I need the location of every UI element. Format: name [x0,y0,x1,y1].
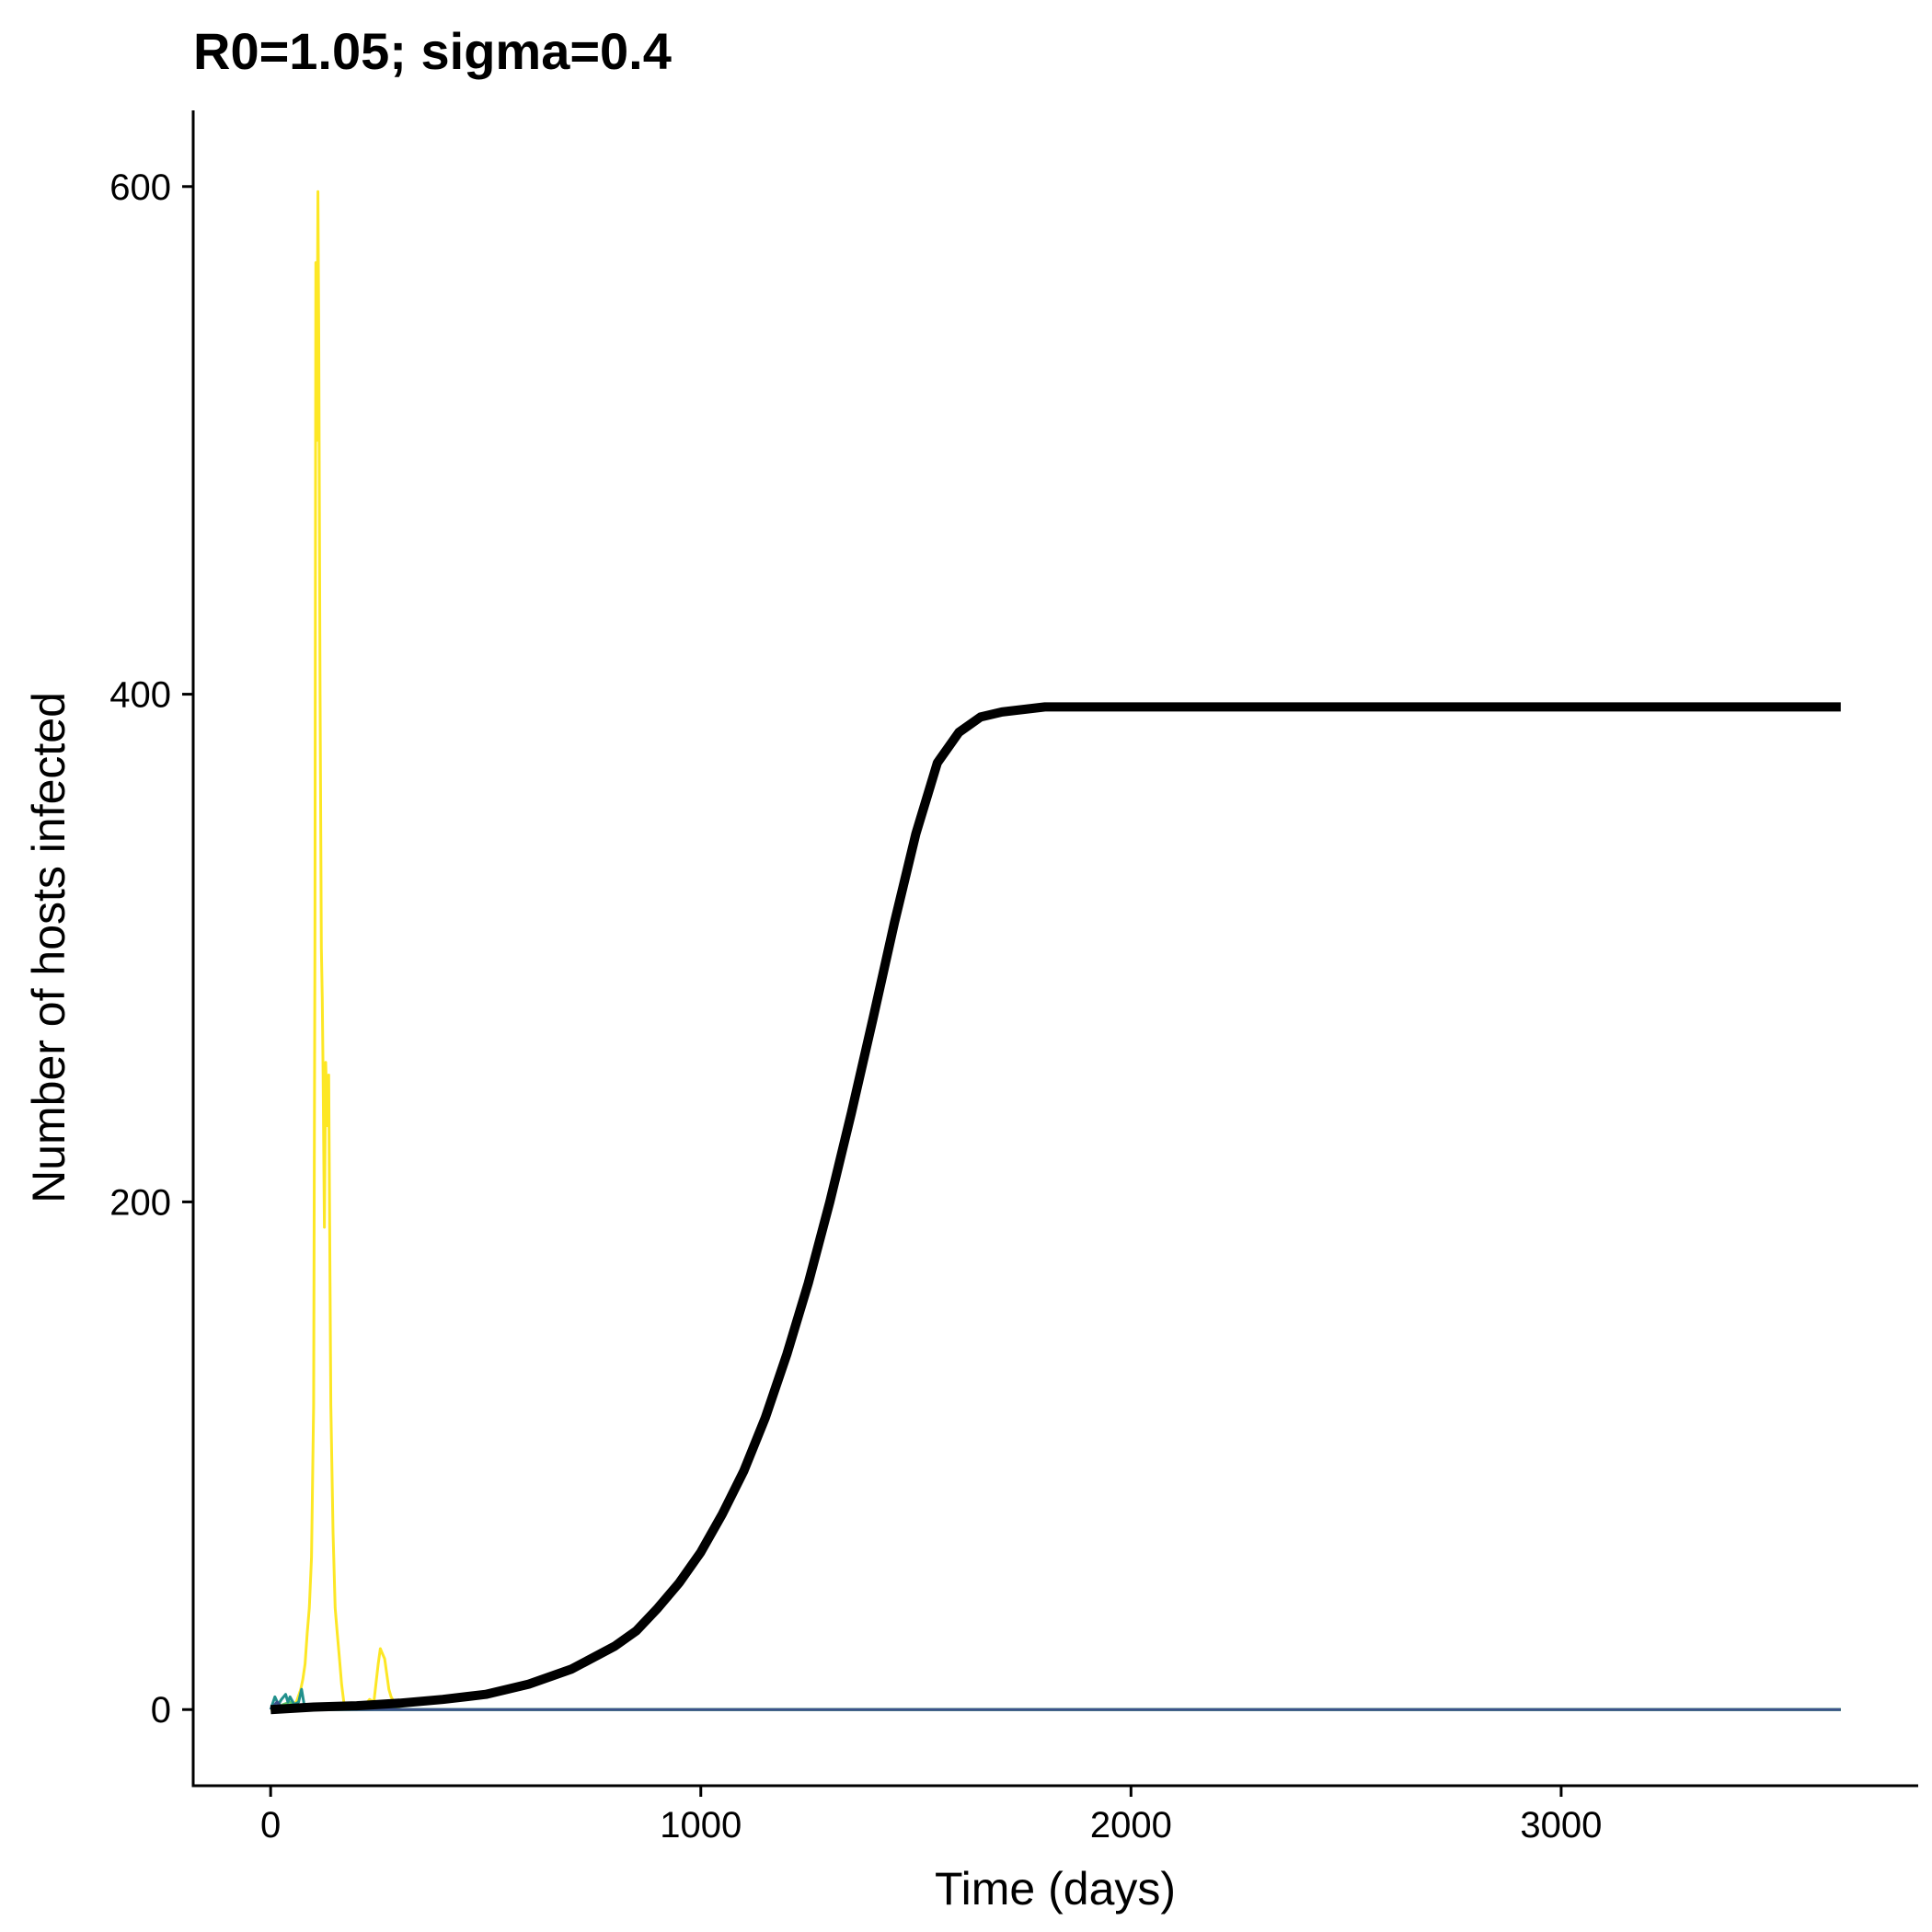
y-tick-label-1: 200 [109,1182,171,1223]
chart-title: R0=1.05; sigma=0.4 [193,22,672,80]
y-tick-label-2: 400 [109,675,171,716]
x-axis-title: Time (days) [935,1863,1176,1915]
y-tick-label-3: 600 [109,167,171,208]
x-tick-label-1: 1000 [660,1805,742,1846]
x-tick-label-3: 3000 [1520,1805,1602,1846]
y-axis-title: Number of hosts infected [23,692,75,1203]
x-axis-ticks: 0 1000 2000 3000 [260,1786,1602,1846]
x-tick-label-0: 0 [260,1805,281,1846]
y-axis-ticks: 0 200 400 600 [109,167,193,1731]
plot-area [269,190,1841,1715]
series-line-4 [270,1700,1841,1711]
y-tick-label-0: 0 [151,1690,171,1731]
x-tick-label-2: 2000 [1090,1805,1172,1846]
series-line-0 [270,190,1841,1711]
series-line-5 [270,702,1841,1715]
